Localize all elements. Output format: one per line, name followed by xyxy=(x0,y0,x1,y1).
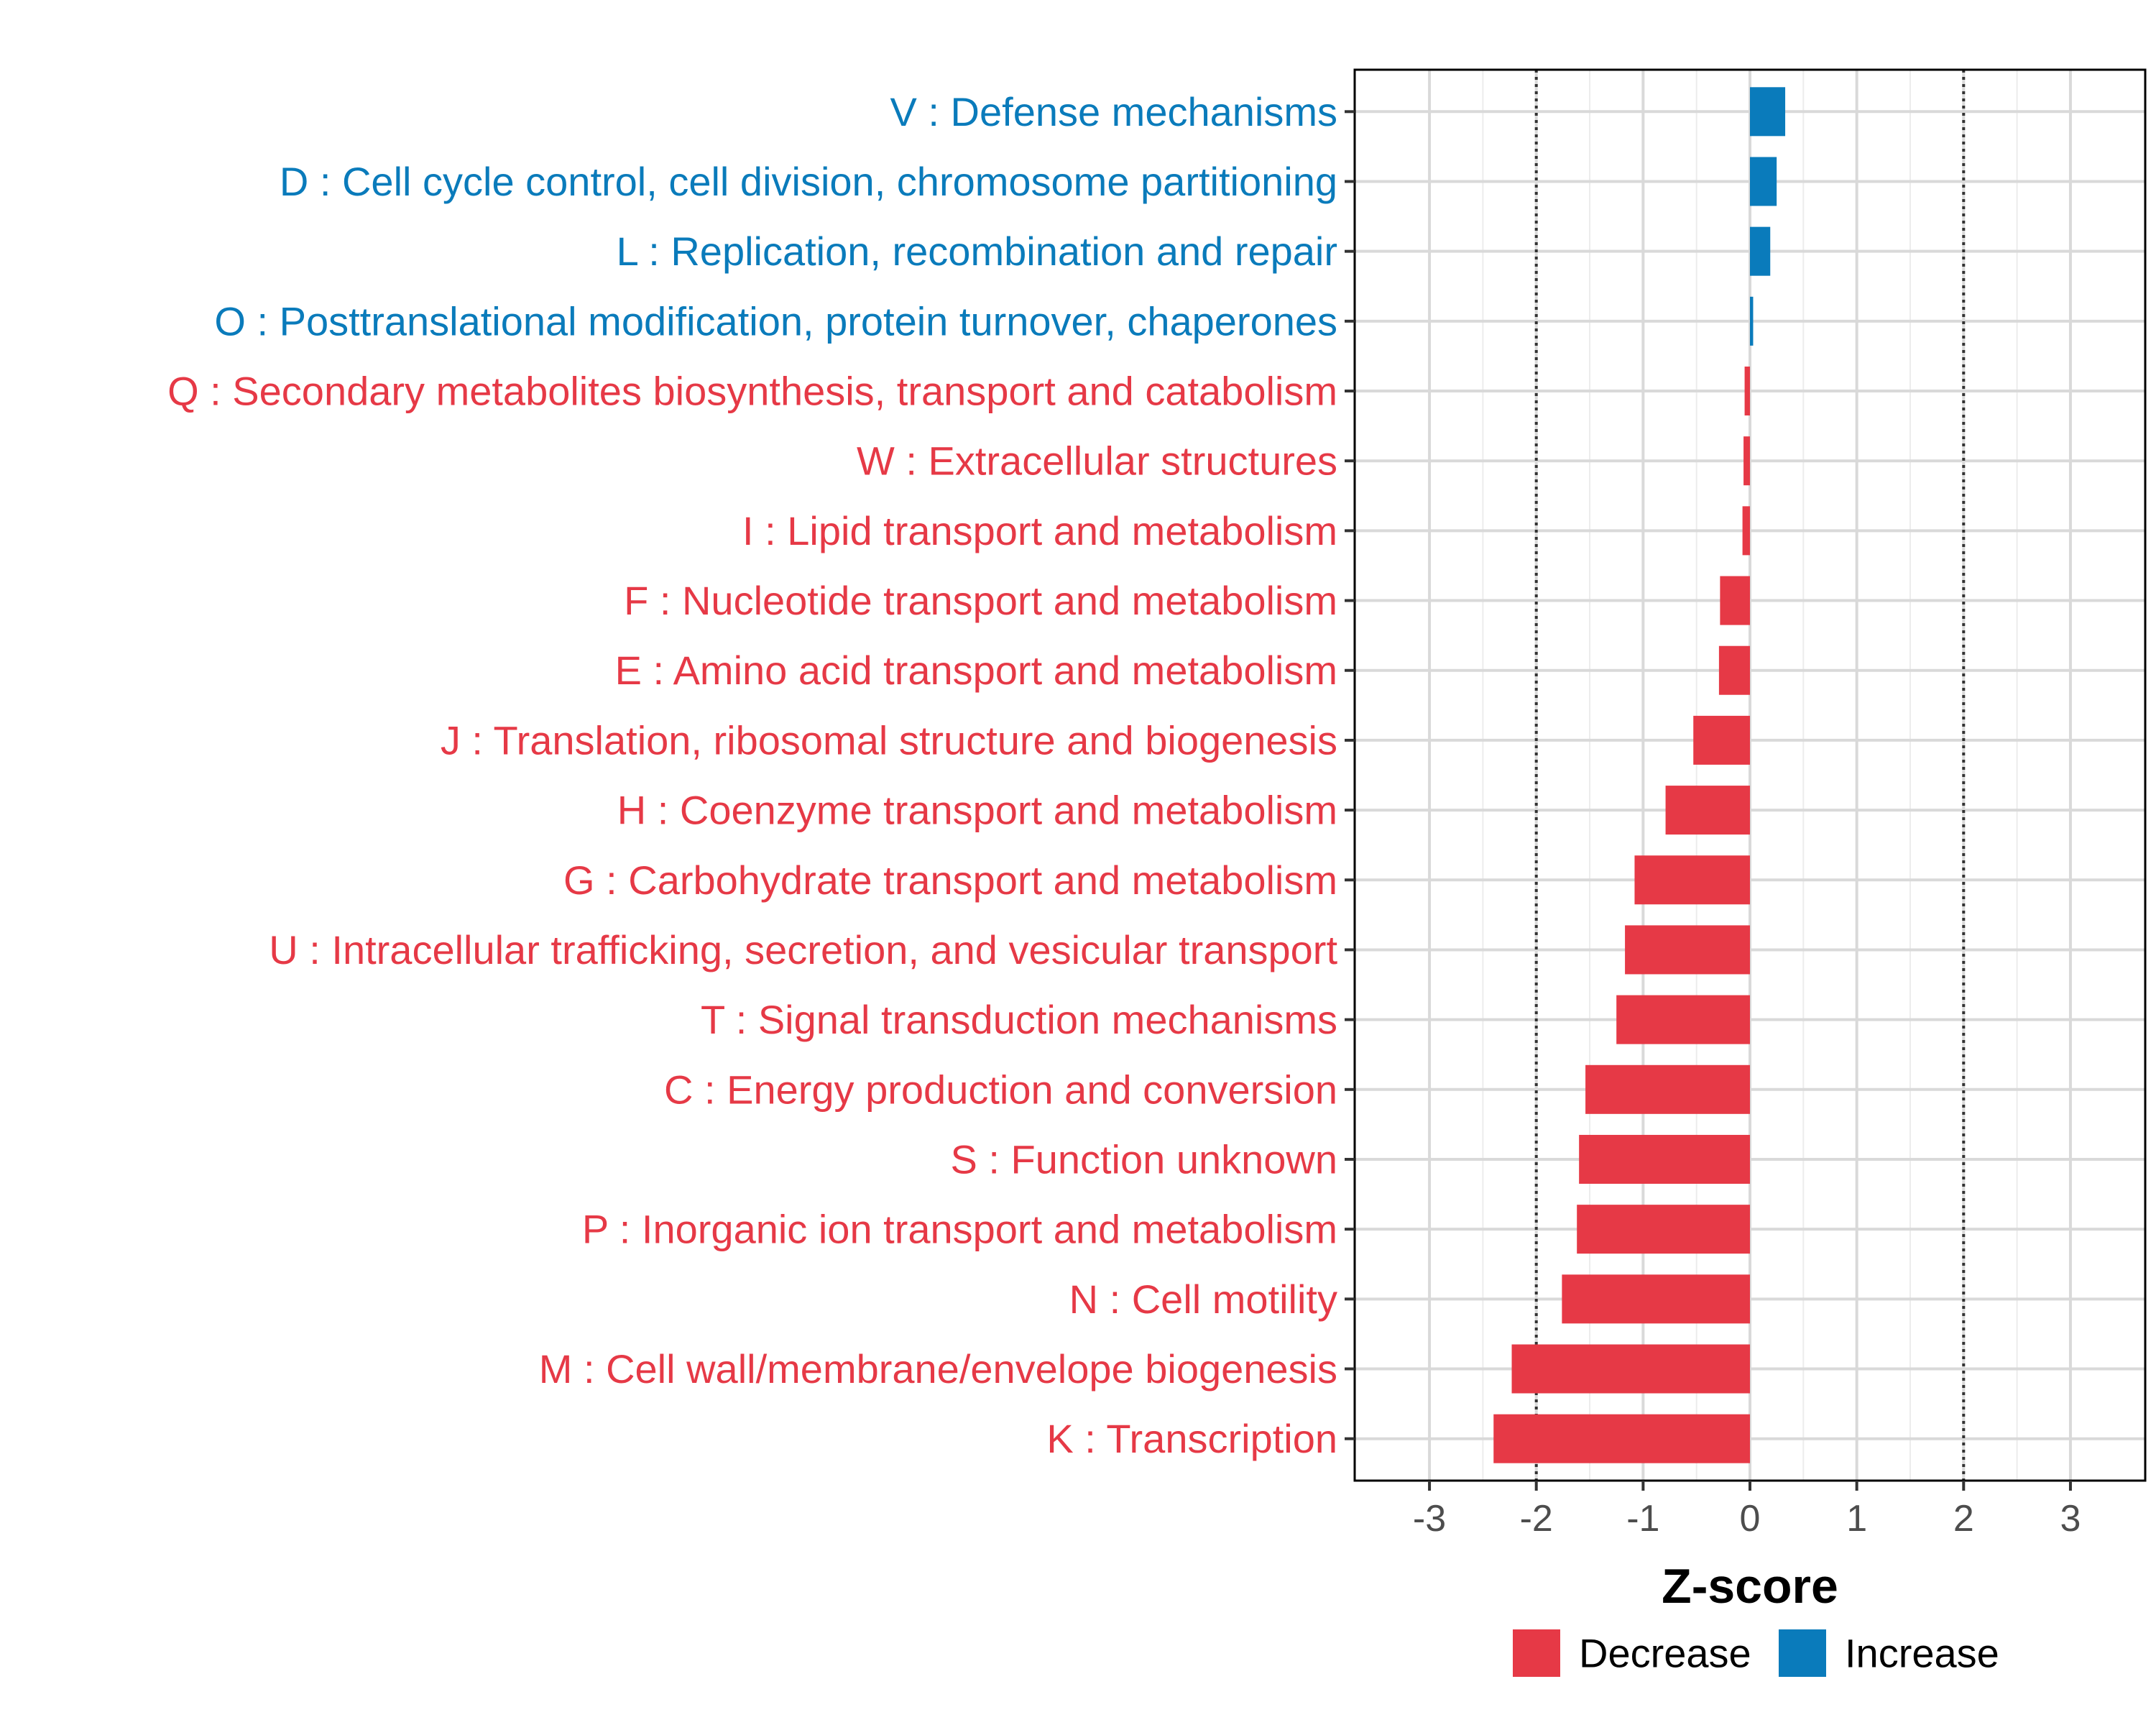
x-tick-label: -2 xyxy=(1520,1498,1553,1540)
x-tick-label: 2 xyxy=(1953,1498,1974,1540)
category-label: K : Transcription xyxy=(1046,1416,1337,1461)
bar xyxy=(1743,436,1750,486)
x-tick-label: -1 xyxy=(1626,1498,1659,1540)
bar xyxy=(1579,1134,1750,1184)
category-label: W : Extracellular structures xyxy=(857,438,1337,484)
bar xyxy=(1493,1414,1750,1463)
bar xyxy=(1750,226,1771,276)
category-label: P : Inorganic ion transport and metaboli… xyxy=(582,1207,1337,1252)
bar xyxy=(1718,645,1750,695)
bar xyxy=(1562,1274,1750,1324)
category-label: J : Translation, ribosomal structure and… xyxy=(441,717,1337,763)
bar xyxy=(1577,1205,1750,1254)
category-label: T : Signal transduction mechanisms xyxy=(701,997,1337,1042)
category-label: D : Cell cycle control, cell division, c… xyxy=(280,159,1337,204)
bar xyxy=(1744,367,1750,416)
legend-swatch xyxy=(1513,1629,1560,1677)
bar xyxy=(1742,506,1750,556)
x-tick-label: 1 xyxy=(1846,1498,1867,1540)
category-label: I : Lipid transport and metabolism xyxy=(742,508,1337,553)
bar xyxy=(1750,87,1786,137)
legend-swatch xyxy=(1779,1629,1826,1677)
x-tick-label: 3 xyxy=(2060,1498,2081,1540)
legend-label: Decrease xyxy=(1579,1631,1751,1676)
category-label: F : Nucleotide transport and metabolism xyxy=(624,578,1337,623)
x-axis-ticks: -3 -2 -1 0 1 2 3 xyxy=(1413,1481,2081,1540)
bar xyxy=(1750,296,1754,346)
x-tick-label: 0 xyxy=(1740,1498,1761,1540)
legend-label: Increase xyxy=(1845,1631,1999,1676)
bars xyxy=(1493,87,1786,1463)
threshold-lines xyxy=(1534,70,1966,1481)
category-label: C : Energy production and conversion xyxy=(664,1067,1337,1112)
category-label: U : Intracellular trafficking, secretion… xyxy=(269,927,1337,972)
bar xyxy=(1585,1064,1750,1114)
category-label: Q : Secondary metabolites biosynthesis, … xyxy=(167,369,1337,414)
bar xyxy=(1750,157,1777,206)
bar xyxy=(1665,786,1750,835)
x-axis-title: Z-score xyxy=(1662,1559,1838,1614)
category-label: G : Carbohydrate transport and metabolis… xyxy=(563,857,1337,903)
bar xyxy=(1720,576,1750,625)
category-label: L : Replication, recombination and repai… xyxy=(617,229,1337,274)
legend: Decrease Increase xyxy=(1513,1629,1999,1677)
bar xyxy=(1634,855,1750,905)
category-label: H : Coenzyme transport and metabolism xyxy=(617,788,1337,833)
category-label: V : Defense mechanisms xyxy=(890,89,1337,134)
category-label: N : Cell motility xyxy=(1069,1276,1337,1322)
bar xyxy=(1511,1344,1750,1394)
bar xyxy=(1625,925,1750,975)
category-label: S : Function unknown xyxy=(950,1136,1337,1182)
category-label: E : Amino acid transport and metabolism xyxy=(615,648,1337,693)
y-axis-ticks: V : Defense mechanisms D : Cell cycle con… xyxy=(167,89,1355,1461)
x-tick-label: -3 xyxy=(1413,1498,1446,1540)
bar xyxy=(1693,715,1750,765)
category-label: M : Cell wall/membrane/envelope biogenes… xyxy=(539,1346,1337,1392)
grid-lines xyxy=(1355,70,2145,1481)
bar xyxy=(1616,995,1750,1044)
category-label: O : Posttranslational modification, prot… xyxy=(214,298,1337,344)
